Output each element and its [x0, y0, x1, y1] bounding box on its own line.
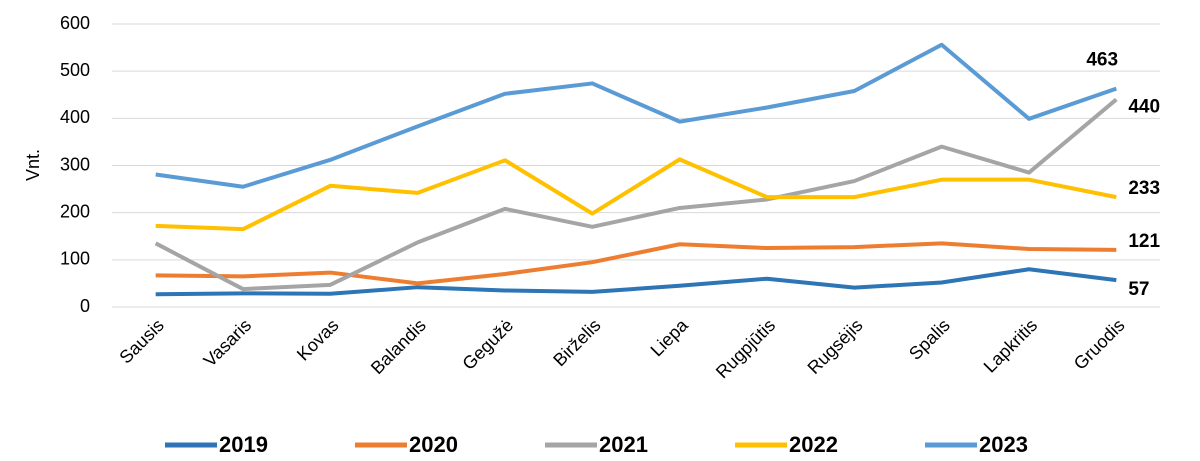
- data-label: 233: [1128, 178, 1160, 199]
- x-tick-label: Rugpjūtis: [712, 315, 779, 382]
- legend-label: 2019: [219, 432, 268, 457]
- series-line: [154, 97, 1118, 292]
- legend-label: 2023: [979, 432, 1028, 457]
- y-tick-label: 100: [60, 249, 90, 269]
- x-tick-label: Gegužė: [458, 315, 517, 374]
- x-tick-label: Birželis: [549, 315, 604, 370]
- x-tick-label: Rugsėjis: [804, 315, 867, 378]
- data-label: 121: [1128, 231, 1160, 252]
- data-label: 57: [1128, 279, 1149, 300]
- x-tick-label: Vasaris: [200, 315, 256, 371]
- x-tick-label: Spalis: [905, 315, 954, 364]
- y-tick-label: 300: [60, 154, 90, 174]
- series-line: [155, 157, 1117, 232]
- y-tick-label: 0: [80, 296, 90, 316]
- data-label: 440: [1128, 96, 1160, 117]
- x-tick-label: Balandis: [367, 315, 430, 378]
- legend-label: 2021: [599, 432, 648, 457]
- y-axis-label: Vnt.: [23, 149, 43, 181]
- x-tick-label: Kovas: [293, 315, 343, 365]
- y-tick-label: 600: [60, 13, 90, 33]
- data-label: 463: [1086, 50, 1118, 71]
- legend-label: 2020: [409, 432, 458, 457]
- x-tick-label: Lapkritis: [980, 315, 1042, 377]
- series-line: [155, 241, 1117, 286]
- x-tick-label: Sausis: [116, 315, 168, 367]
- series-line: [155, 267, 1117, 297]
- y-tick-label: 400: [60, 107, 90, 127]
- y-tick-label: 500: [60, 60, 90, 80]
- x-tick-label: Gruodis: [1070, 315, 1129, 374]
- legend-label: 2022: [789, 432, 838, 457]
- y-tick-label: 200: [60, 201, 90, 221]
- x-tick-label: Liepa: [647, 314, 693, 360]
- series-line: [155, 42, 1117, 189]
